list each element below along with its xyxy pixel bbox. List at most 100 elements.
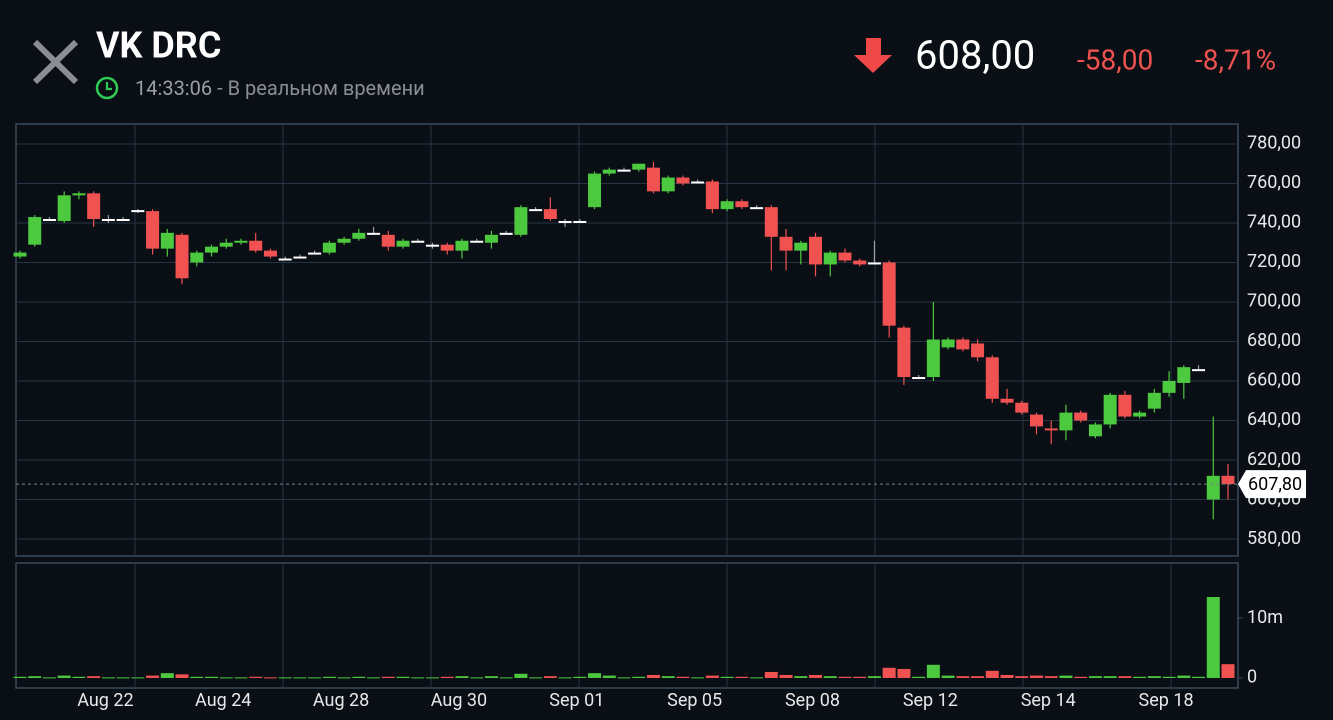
volume-bar xyxy=(131,677,145,679)
clock-hands xyxy=(105,82,112,91)
candle-body xyxy=(558,220,572,223)
volume-bar xyxy=(676,676,690,678)
candle-body xyxy=(1029,414,1043,427)
candle-body xyxy=(87,193,101,220)
price-change: -58,00 xyxy=(1077,43,1153,76)
volume-bar xyxy=(705,675,719,678)
volume-bar xyxy=(912,676,926,678)
y-tick-label: 700,00 xyxy=(1247,291,1301,312)
candle-body xyxy=(72,193,86,196)
candle-body xyxy=(809,236,823,265)
volume-bar xyxy=(381,676,395,678)
volume-bar xyxy=(278,677,292,679)
time: 14:33:06 xyxy=(135,76,212,100)
volume-bar xyxy=(543,676,557,678)
candle-body xyxy=(691,181,705,184)
candle-body xyxy=(779,236,793,251)
volume-bar xyxy=(661,676,675,678)
x-tick-label: Sep 18 xyxy=(1139,690,1194,711)
x-tick-label: Aug 30 xyxy=(431,690,487,711)
y-tick-label: 580,00 xyxy=(1247,528,1301,549)
candle-body xyxy=(484,234,498,243)
candle-body xyxy=(1000,398,1014,403)
volume-bar xyxy=(558,677,572,679)
candle-body xyxy=(101,219,115,222)
x-tick-label: Sep 05 xyxy=(667,690,722,711)
volume-bar xyxy=(632,676,646,678)
candle-body xyxy=(322,242,336,253)
volume-bar xyxy=(573,676,587,678)
volume-bar xyxy=(425,677,439,679)
candle-body xyxy=(425,244,439,247)
candle-body xyxy=(661,177,675,192)
volume-bar xyxy=(1192,676,1206,678)
candle-body xyxy=(1162,380,1176,393)
volume-bar xyxy=(484,676,498,678)
status: - В реальном времени xyxy=(212,76,425,100)
candle-body xyxy=(1044,428,1058,431)
candle-body xyxy=(602,169,616,174)
volume-bar xyxy=(1015,676,1029,678)
y-tick-label: 620,00 xyxy=(1247,449,1301,470)
volume-bar xyxy=(308,677,322,679)
x-tick-label: Aug 28 xyxy=(313,690,369,711)
candle-body xyxy=(867,262,881,265)
candle-body xyxy=(146,211,160,249)
down-arrow xyxy=(854,38,892,73)
candle-body xyxy=(13,252,27,257)
volume-bar xyxy=(602,675,616,678)
volume-bar xyxy=(234,677,248,679)
volume-bar xyxy=(205,676,219,678)
candle-body xyxy=(234,240,248,243)
candle-body xyxy=(1088,424,1102,437)
candle-body xyxy=(750,207,764,210)
candle-body xyxy=(1133,412,1147,417)
volume-bar xyxy=(101,677,115,679)
candle-body xyxy=(1074,412,1088,421)
candle-body xyxy=(720,201,734,210)
y-tick-label: 640,00 xyxy=(1247,409,1301,430)
status-line: 14:33:06 - В реальном времени xyxy=(135,76,425,100)
volume-bar xyxy=(1147,676,1161,678)
volume-bar xyxy=(1029,675,1043,678)
candle-body xyxy=(897,327,911,378)
volume-bar xyxy=(1118,676,1132,678)
volume-tick-label: 10m xyxy=(1247,607,1283,628)
candle-body xyxy=(853,260,867,265)
y-tick-label: 780,00 xyxy=(1247,133,1301,154)
volume-bar xyxy=(411,677,425,679)
volume-bar xyxy=(882,667,896,678)
clock-icon xyxy=(95,76,119,100)
candle-body xyxy=(263,250,277,257)
candle-body xyxy=(1118,394,1132,417)
volume-bar xyxy=(249,676,263,678)
volume-bar xyxy=(1221,664,1235,678)
volume-bar xyxy=(87,676,101,678)
volume-bar xyxy=(160,673,174,678)
candle-body xyxy=(1177,367,1191,383)
volume-bar xyxy=(926,664,940,678)
candle-body xyxy=(28,217,42,245)
volume-bar xyxy=(352,676,366,678)
candle-body xyxy=(308,252,322,255)
candle-body xyxy=(543,209,557,220)
candle-body xyxy=(646,167,660,192)
candle-body xyxy=(293,256,307,259)
volume-bar xyxy=(455,676,469,678)
candle-body xyxy=(175,234,189,279)
y-tick-label: 720,00 xyxy=(1247,251,1301,272)
x-tick-label: Aug 24 xyxy=(195,690,251,711)
volume-bar xyxy=(867,676,881,678)
candle-body xyxy=(1103,394,1117,425)
x-tick-label: Sep 08 xyxy=(785,690,840,711)
candle-body xyxy=(381,234,395,247)
y-tick-label: 680,00 xyxy=(1247,330,1301,351)
close-button[interactable] xyxy=(32,39,79,85)
volume-bar xyxy=(971,676,985,678)
last-price-label: 607,80 xyxy=(1248,474,1302,495)
volume-bar xyxy=(1074,676,1088,678)
candle-body xyxy=(190,252,204,263)
